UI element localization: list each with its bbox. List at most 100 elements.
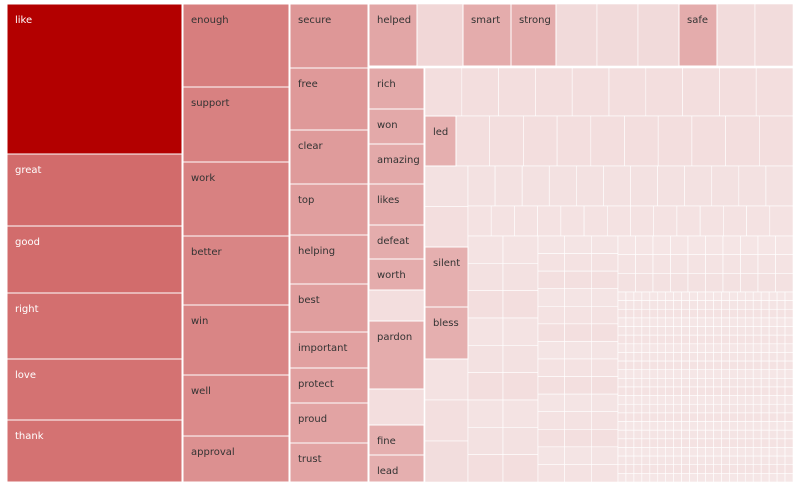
treemap-cell-protect[interactable]: protect [289,367,369,404]
treemap-cell-helping[interactable]: helping [289,234,369,285]
treemap-cell-minor [784,395,794,405]
treemap-cell-silent[interactable]: silent [424,246,469,308]
treemap-cell-safe[interactable]: safe [678,3,718,67]
treemap-cell-label: love [15,370,36,381]
treemap-cell-better[interactable]: better [182,235,290,306]
treemap-cell-fine[interactable]: fine [368,424,425,456]
treemap-cell-minor [591,376,619,395]
treemap-cell-proud[interactable]: proud [289,402,369,444]
treemap-cell-minor [649,360,659,371]
treemap-cell-minor [737,308,746,319]
treemap-cell-bless[interactable]: bless [424,306,469,360]
treemap-cell-win[interactable]: win [182,304,290,376]
treemap-cell-free[interactable]: free [289,67,369,131]
treemap-cell-minor [697,473,706,483]
treemap-cell-led[interactable]: led [424,115,457,167]
treemap-cell-best[interactable]: best [289,283,369,333]
treemap-cell-minor [776,447,786,457]
treemap-cell-minor [681,395,690,405]
treemap-cell-right[interactable]: right [6,292,183,360]
treemap-cell-minor [776,412,786,422]
treemap-cell-minor [729,343,738,353]
treemap-cell-minor [665,421,674,431]
treemap-cell-minor [455,115,491,167]
treemap-cell-minor [625,429,635,440]
treemap-cell-good[interactable]: good [6,225,183,294]
treemap-cell-minor [633,291,643,301]
treemap-cell-defeat[interactable]: defeat [368,224,425,260]
treemap-cell-secure[interactable]: secure [289,3,369,69]
treemap-cell-minor [744,464,754,474]
treemap-cell-won[interactable]: won [368,108,425,145]
treemap-cell-minor [673,455,682,466]
treemap-cell-minor [617,360,627,371]
treemap-cell-work[interactable]: work [182,161,290,237]
treemap-cell-minor [784,421,794,431]
treemap-cell-minor [689,369,698,379]
treemap-cell-minor [652,235,671,255]
treemap-cell-minor [760,343,770,353]
treemap-cell-minor [673,464,682,474]
treemap-cell-minor [760,464,770,474]
treemap-cell-likes[interactable]: likes [368,183,425,226]
treemap-cell-rect [182,235,290,306]
treemap-cell-helped[interactable]: helped [368,3,418,67]
treemap-cell-minor [737,369,746,379]
treemap-cell-enough[interactable]: enough [182,3,290,88]
treemap-cell-love[interactable]: love [6,358,183,421]
treemap-cell-minor [625,291,635,301]
treemap-cell-minor [729,386,738,396]
treemap-cell-minor [758,115,794,167]
treemap-cell-label: rich [377,79,396,90]
treemap-cell-label: thank [15,431,44,442]
treemap-cell-minor [768,378,778,388]
treemap-cell-well[interactable]: well [182,374,290,437]
treemap-cell-minor [784,455,794,466]
treemap-cell-minor [729,360,738,371]
treemap-cell-minor [744,291,754,301]
treemap-cell-minor [665,412,674,422]
treemap-cell-minor [721,334,730,345]
treemap-cell-minor [737,395,746,405]
treemap-cell-minor [729,473,738,483]
treemap-cell-label: right [15,304,39,315]
treemap-cell-minor [681,308,690,319]
treemap-cell-minor [729,352,738,362]
treemap-cell-minor [768,395,778,405]
treemap-cell-trust[interactable]: trust [289,442,369,483]
treemap-cell-worth[interactable]: worth [368,258,425,291]
treemap-cell-minor [673,421,682,431]
treemap-cell-like[interactable]: like [6,3,183,155]
treemap-cell-minor [752,473,762,483]
treemap-cell-thank[interactable]: thank [6,419,183,483]
treemap-cell-clear[interactable]: clear [289,129,369,185]
treemap-cell-lead[interactable]: lead [368,454,425,483]
treemap-cell-minor [625,386,635,396]
treemap-cell-minor [617,421,627,431]
treemap-cell-minor [673,360,682,371]
treemap-cell-minor [633,429,643,440]
treemap-cell-support[interactable]: support [182,86,290,163]
treemap-cell-minor [744,326,754,336]
treemap-cell-rich[interactable]: rich [368,67,425,110]
treemap-cell-minor [657,308,667,319]
treemap-cell-minor [697,386,706,396]
treemap-cell-amazing[interactable]: amazing [368,143,425,185]
treemap-cell-smart[interactable]: smart [462,3,512,67]
treemap-cell-minor [625,352,635,362]
treemap-cell-approval[interactable]: approval [182,435,290,483]
treemap-cell-minor [617,343,627,353]
treemap-cell-top[interactable]: top [289,183,369,236]
treemap-cell-rect [368,320,425,390]
treemap-cell-minor [633,360,643,371]
treemap-cell-minor [555,3,598,67]
treemap-cell-strong[interactable]: strong [510,3,557,67]
treemap-cell-minor [564,253,592,272]
treemap-cell-minor [424,206,469,248]
treemap-cell-minor [633,403,643,414]
treemap-cell-label: win [191,316,208,327]
treemap-cell-great[interactable]: great [6,153,183,227]
treemap-cell-pardon[interactable]: pardon [368,320,425,390]
treemap-cell-important[interactable]: important [289,331,369,369]
treemap-cell-minor [617,326,627,336]
